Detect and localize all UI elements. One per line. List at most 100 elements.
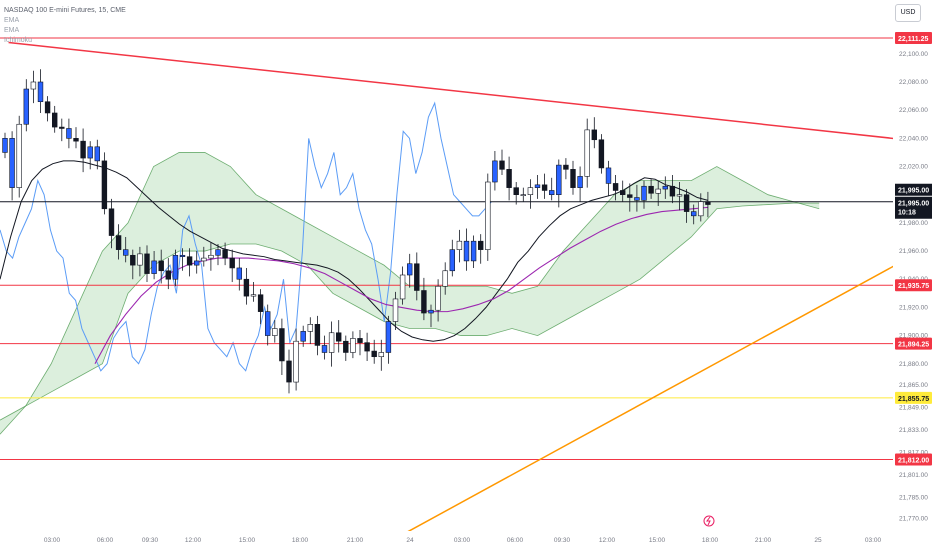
price-tick-label: 21,770.00: [899, 516, 928, 523]
candle: [335, 320, 342, 353]
candle-body: [378, 352, 384, 358]
candle-body: [328, 332, 335, 353]
candle-body: [662, 185, 669, 190]
candle-body: [570, 169, 576, 188]
time-tick-label: 15:00: [239, 537, 256, 544]
candle-body: [683, 194, 690, 212]
candle: [194, 251, 200, 274]
candle: [612, 174, 619, 201]
candle-body: [73, 138, 79, 142]
candle-body: [314, 324, 321, 346]
candle-body: [215, 249, 221, 256]
candle: [16, 115, 22, 198]
candle: [66, 118, 72, 149]
candle: [279, 318, 285, 376]
candle-body: [144, 253, 150, 274]
candle-body: [371, 350, 377, 358]
symbol-title[interactable]: NASDAQ 100 E-mini Futures, 15, CME: [4, 7, 126, 14]
price-tick-label: 22,060.00: [899, 107, 928, 114]
price-level-tag-3: [895, 391, 932, 404]
indicator-ichimoku[interactable]: Ichimoku: [4, 37, 33, 44]
candle: [350, 331, 356, 359]
last-price-tag-label: 21,995.00: [898, 201, 929, 208]
candle: [499, 149, 505, 175]
candle-body: [477, 240, 484, 250]
candle: [392, 291, 399, 330]
candle: [328, 321, 335, 367]
candle-body: [421, 290, 427, 314]
candle-body: [158, 260, 164, 272]
time-tick-label: 03:00: [865, 537, 882, 544]
candle: [215, 244, 221, 266]
candle-body: [548, 190, 555, 195]
candle: [300, 325, 306, 347]
candle-body: [250, 294, 257, 297]
candle: [30, 70, 37, 104]
indicator-ema-1[interactable]: EMA: [4, 17, 20, 24]
time-tick-label: 12:00: [599, 537, 616, 544]
candle-body: [80, 140, 86, 159]
trendline-support: [395, 244, 932, 540]
candle: [406, 253, 413, 288]
time-tick-label: 06:00: [507, 537, 524, 544]
time-tick-label: 03:00: [454, 537, 471, 544]
candle-body: [94, 146, 101, 162]
candle-body: [30, 81, 37, 90]
candle-body: [236, 267, 242, 280]
candle-body: [272, 328, 278, 336]
price-tick-label: 21,849.00: [899, 404, 928, 411]
candle-body: [279, 328, 285, 362]
candle: [605, 160, 612, 197]
candle: [662, 176, 669, 199]
event-bolt-icon: [706, 516, 711, 526]
candle: [208, 242, 214, 271]
candle: [108, 198, 115, 249]
candle: [2, 132, 8, 159]
candle: [485, 173, 491, 261]
candle: [492, 151, 498, 191]
candle: [59, 118, 65, 142]
candle: [591, 117, 598, 149]
candle: [222, 242, 228, 266]
candle-body: [229, 257, 235, 269]
currency-button[interactable]: USD: [895, 4, 921, 22]
indicator-ema-2[interactable]: EMA: [4, 27, 20, 34]
time-tick-label: 18:00: [702, 537, 719, 544]
ichimoku-cloud: [0, 152, 820, 435]
candle-body: [101, 160, 108, 210]
price-tick-label: 21,920.00: [899, 304, 928, 311]
candle-body: [541, 184, 548, 191]
candle: [463, 228, 470, 271]
candle-body: [414, 263, 420, 291]
candle-body: [463, 240, 470, 262]
candle: [690, 204, 697, 225]
price-tick-label: 22,040.00: [899, 135, 928, 142]
candle: [513, 182, 519, 205]
candle-body: [492, 160, 498, 183]
candle: [470, 235, 477, 268]
candle-body: [321, 345, 328, 353]
candle: [293, 328, 299, 391]
candle: [236, 258, 242, 291]
candle: [51, 105, 58, 133]
candle-body: [16, 123, 22, 188]
price-level-tag-2: [895, 337, 932, 350]
current-price-tag-label: 21,995.00: [898, 188, 929, 195]
candle-body: [676, 194, 683, 197]
candle-body: [300, 331, 306, 342]
candle: [548, 177, 555, 201]
price-tick-label: 21,833.00: [899, 427, 928, 434]
candle-body: [527, 187, 534, 195]
candle-body: [151, 260, 157, 274]
price-level-tag-label: 21,935.75: [898, 283, 929, 290]
price-tick-label: 22,020.00: [899, 164, 928, 171]
price-tick-label: 21,817.00: [899, 450, 928, 457]
candle: [520, 187, 527, 202]
candle: [435, 279, 441, 322]
price-level-tag-label: 21,812.00: [898, 458, 929, 465]
price-tick-label: 22,100.00: [899, 51, 928, 58]
candle-body: [499, 160, 505, 170]
candle: [698, 193, 704, 222]
candle-body: [690, 211, 697, 217]
